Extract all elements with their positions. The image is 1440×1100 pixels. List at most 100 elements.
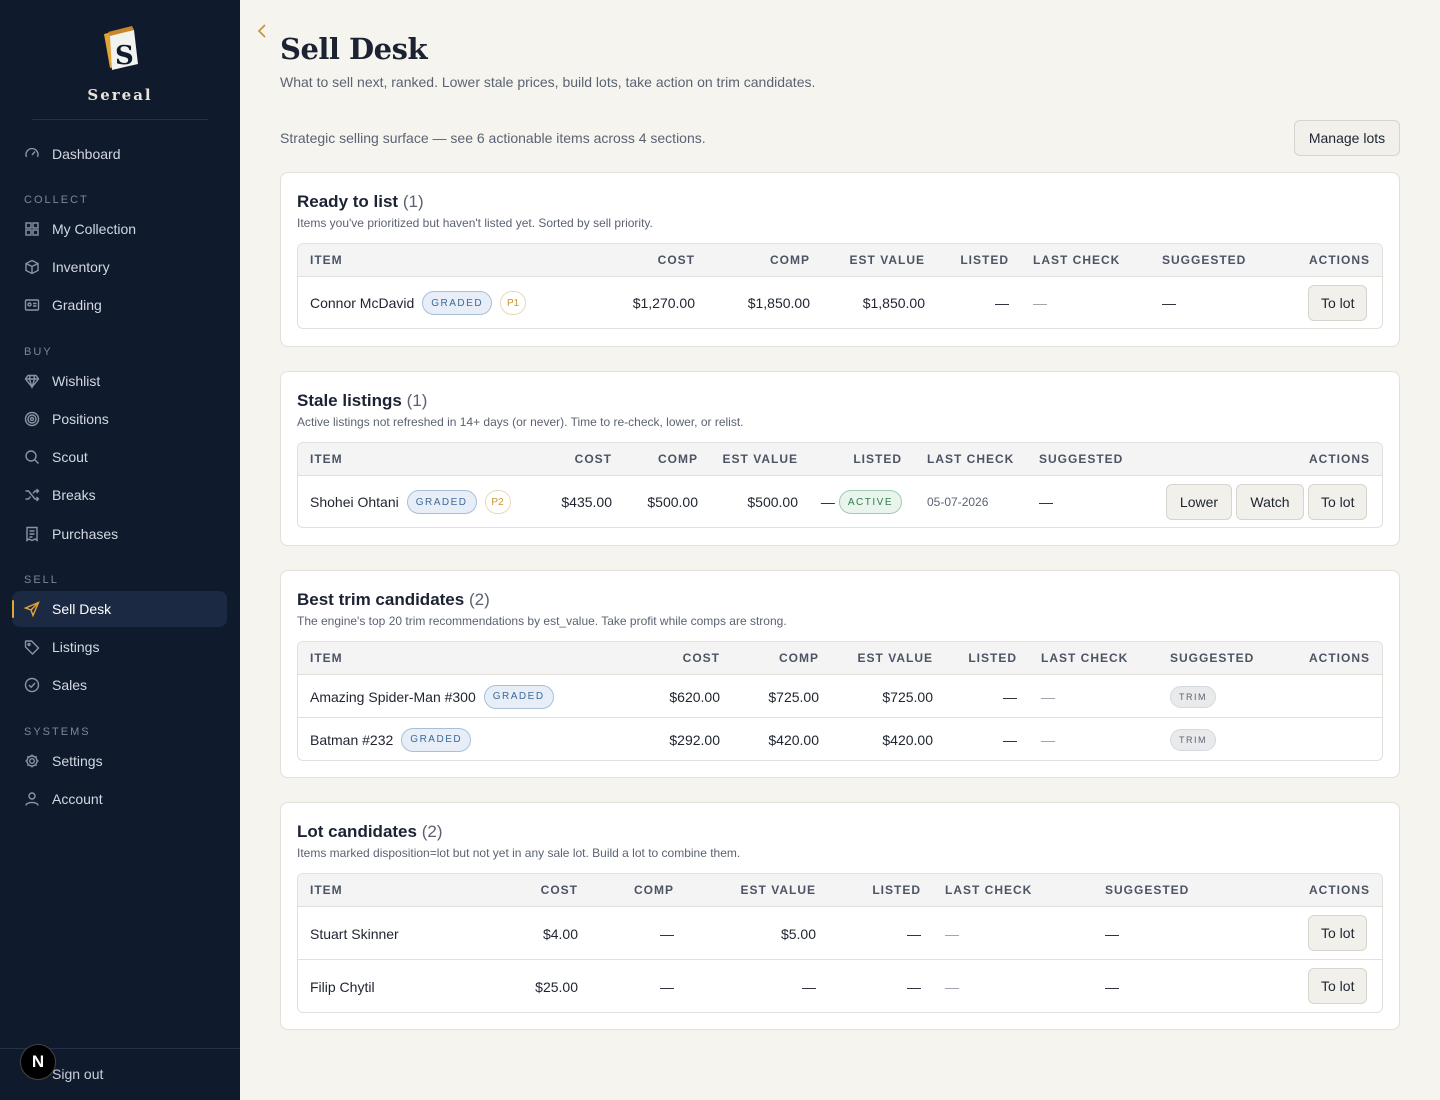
last-check-cell: — (945, 925, 959, 942)
graded-badge: GRADED (422, 291, 493, 315)
sidebar-item-wishlist[interactable]: Wishlist (12, 363, 227, 399)
lower-button[interactable]: Lower (1166, 484, 1232, 520)
col-actions: ACTIONS (1309, 651, 1370, 665)
item-name: Filip Chytil (310, 978, 375, 995)
nav-section-systems: SYSTEMS (24, 726, 91, 738)
page-subtitle: What to sell next, ranked. Lower stale p… (280, 74, 816, 90)
sidebar-item-positions[interactable]: Positions (12, 401, 227, 437)
id-card-icon (24, 297, 40, 313)
comp-cell: $500.00 (647, 494, 698, 510)
to-lot-button[interactable]: To lot (1308, 968, 1368, 1004)
col-cost: COST (657, 253, 695, 267)
sidebar-item-account[interactable]: Account (12, 781, 227, 817)
sidebar-item-label: Account (52, 791, 103, 807)
sidebar-item-label: Scout (52, 449, 88, 465)
col-actions: ACTIONS (1309, 883, 1370, 897)
last-check-cell: 05-07-2026 (927, 495, 989, 509)
to-lot-button[interactable]: To lot (1308, 915, 1368, 951)
sidebar-item-label: Settings (52, 753, 103, 769)
suggested-cell: TRIM (1170, 675, 1216, 718)
manage-lots-button[interactable]: Manage lots (1294, 120, 1400, 156)
comp-cell: $725.00 (768, 688, 819, 705)
table-header: ITEM COST COMP EST VALUE LISTED LAST CHE… (298, 244, 1382, 277)
sidebar-item-label: Positions (52, 411, 109, 427)
sidebar-item-sell-desk[interactable]: Sell Desk (12, 591, 227, 627)
sidebar-item-sales[interactable]: Sales (12, 667, 227, 703)
sidebar-item-label: Sell Desk (52, 601, 112, 617)
cost-cell: $25.00 (535, 978, 578, 995)
section-title: Stale listings (1) (297, 391, 428, 410)
comp-cell: $420.00 (768, 731, 819, 748)
col-cost: COST (574, 452, 612, 466)
check-circle-icon (24, 677, 40, 693)
last-check-cell: — (1041, 688, 1055, 705)
to-lot-button[interactable]: To lot (1308, 484, 1368, 520)
stale-listings-card: Stale listings (1) Active listings not r… (280, 371, 1400, 546)
sidebar-item-settings[interactable]: Settings (12, 743, 227, 779)
col-listed: LISTED (960, 253, 1009, 267)
sidebar-item-scout[interactable]: Scout (12, 439, 227, 475)
table-row: Batman #232 GRADED $292.00 $420.00 $420.… (298, 718, 1382, 760)
listed-cell: — (907, 978, 921, 995)
item-cell: Batman #232 GRADED (310, 718, 472, 760)
sidebar-item-breaks[interactable]: Breaks (12, 477, 227, 513)
section-title: Ready to list (1) (297, 192, 424, 211)
col-cost: COST (682, 651, 720, 665)
priority-badge: P1 (500, 291, 527, 315)
item-cell: Shohei Ohtani GRADED P2 (310, 476, 511, 527)
item-cell: Connor McDavid GRADED P1 (310, 277, 527, 328)
suggested-cell: TRIM (1170, 718, 1216, 760)
sidebar: S Sereal Dashboard COLLECT My Collection… (0, 0, 240, 1100)
item-cell: Amazing Spider-Man #300 GRADED (310, 675, 554, 718)
est-value-cell: $725.00 (882, 688, 933, 705)
sidebar-item-label: Dashboard (52, 146, 121, 162)
item-name: Connor McDavid (310, 295, 415, 311)
col-comp: COMP (770, 253, 810, 267)
col-last-check: LAST CHECK (927, 452, 1015, 466)
table-row: Stuart Skinner $4.00 — $5.00 — — — To lo… (298, 907, 1382, 960)
col-est-value: EST VALUE (857, 651, 933, 665)
sidebar-item-purchases[interactable]: Purchases (12, 516, 227, 552)
ready-to-list-card: Ready to list (1) Items you've prioritiz… (280, 172, 1400, 347)
page-title: Sell Desk (280, 32, 428, 66)
ready-table: ITEM COST COMP EST VALUE LISTED LAST CHE… (297, 243, 1383, 329)
table-row: Connor McDavid GRADED P1 $1,270.00 $1,85… (298, 277, 1382, 328)
sidebar-item-label: Purchases (52, 526, 119, 542)
listed-cell: — ACTIVE (798, 476, 902, 527)
sidebar-item-dashboard[interactable]: Dashboard (12, 136, 227, 172)
sidebar-item-inventory[interactable]: Inventory (12, 249, 227, 285)
sign-out-link[interactable]: Sign out (52, 1066, 104, 1082)
section-description: Items marked disposition=lot but not yet… (297, 846, 741, 860)
divider (32, 119, 208, 120)
col-comp: COMP (779, 651, 819, 665)
dev-badge[interactable]: N (20, 1044, 56, 1080)
table-row: Filip Chytil $25.00 — — — — — To lot (298, 960, 1382, 1012)
listed-cell: — (907, 925, 921, 942)
to-lot-button[interactable]: To lot (1308, 285, 1368, 321)
col-item: ITEM (310, 651, 343, 665)
table-header: ITEM COST COMP EST VALUE LISTED LAST CHE… (298, 642, 1382, 675)
est-value-cell: — (802, 978, 816, 995)
section-title: Lot candidates (2) (297, 822, 443, 841)
sidebar-item-listings[interactable]: Listings (12, 629, 227, 665)
listed-cell: — (995, 295, 1009, 311)
dashboard-icon (24, 146, 40, 162)
status-badge: ACTIVE (838, 490, 902, 514)
priority-badge: P2 (484, 490, 511, 514)
nav-section-collect: COLLECT (24, 194, 89, 206)
brand[interactable]: S Sereal (0, 22, 240, 104)
back-chevron-icon[interactable] (256, 22, 268, 45)
section-description: The engine's top 20 trim recommendations… (297, 614, 787, 628)
est-value-cell: $5.00 (780, 925, 816, 942)
col-comp: COMP (658, 452, 698, 466)
col-last-check: LAST CHECK (1033, 253, 1121, 267)
col-last-check: LAST CHECK (1041, 651, 1129, 665)
suggested-cell: — (1162, 295, 1176, 311)
cost-cell: $292.00 (669, 731, 720, 748)
sidebar-item-grading[interactable]: Grading (12, 287, 227, 323)
sidebar-item-label: Breaks (52, 487, 96, 503)
gear-icon (24, 753, 40, 769)
col-comp: COMP (634, 883, 674, 897)
watch-button[interactable]: Watch (1236, 484, 1304, 520)
sidebar-item-my-collection[interactable]: My Collection (12, 211, 227, 247)
